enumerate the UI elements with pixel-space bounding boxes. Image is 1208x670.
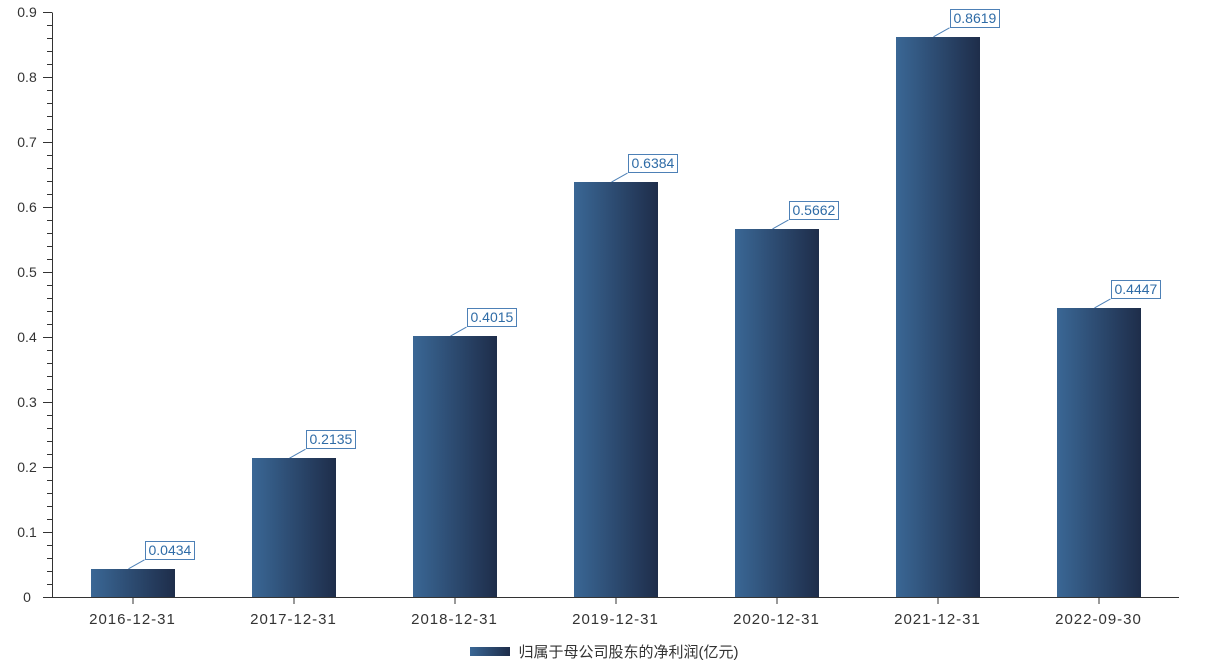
y-axis-label: 0.3 <box>17 394 37 410</box>
bar-2020-12-31[interactable] <box>734 228 819 597</box>
y-axis-label: 0.7 <box>17 134 37 150</box>
bar-2022-09-30[interactable] <box>1056 307 1141 597</box>
data-label: 0.4447 <box>1110 279 1162 299</box>
bar-2021-12-31[interactable] <box>895 36 980 597</box>
y-axis-label: 0.2 <box>17 459 37 475</box>
x-axis-label: 2022-09-30 <box>1055 611 1142 628</box>
legend-label: 归属于母公司股东的净利润(亿元) <box>518 643 739 661</box>
x-axis-label: 2020-12-31 <box>733 611 820 628</box>
data-label: 0.6384 <box>627 154 679 174</box>
x-axis-label: 2018-12-31 <box>411 611 498 628</box>
bar-2019-12-31[interactable] <box>573 182 658 597</box>
data-label: 0.2135 <box>305 430 357 450</box>
y-axis-label: 0.6 <box>17 199 37 215</box>
y-axis-label: 0.4 <box>17 329 37 345</box>
data-label: 0.8619 <box>949 8 1001 28</box>
x-axis-label: 2021-12-31 <box>894 611 981 628</box>
x-axis-label: 2019-12-31 <box>572 611 659 628</box>
x-axis-label: 2017-12-31 <box>250 611 337 628</box>
legend-swatch-icon <box>469 646 510 656</box>
bar-2017-12-31[interactable] <box>251 458 336 597</box>
legend-item[interactable]: 归属于母公司股东的净利润(亿元) <box>0 640 1208 662</box>
y-axis-label: 0.9 <box>17 4 37 20</box>
y-axis-label: 0.1 <box>17 524 37 540</box>
x-axis-label: 2016-12-31 <box>89 611 176 628</box>
data-label: 0.0434 <box>144 540 196 560</box>
bar-2016-12-31[interactable] <box>90 568 175 597</box>
data-label: 0.4015 <box>466 308 518 328</box>
y-axis-label: 0.5 <box>17 264 37 280</box>
y-axis-label: 0.8 <box>17 69 37 85</box>
data-label: 0.5662 <box>788 200 840 220</box>
bar-2018-12-31[interactable] <box>412 336 497 597</box>
y-axis-label: 0 <box>23 589 31 605</box>
